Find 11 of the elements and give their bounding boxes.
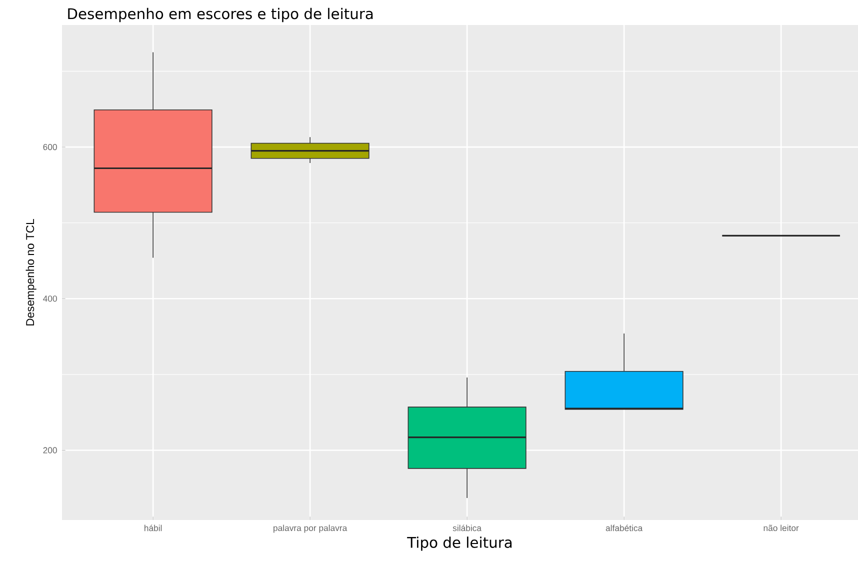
- x-tick-label: não leitor: [764, 524, 799, 532]
- chart-title: Desempenho em escores e tipo de leitura: [68, 8, 373, 22]
- y-tick-label: 400: [43, 296, 57, 302]
- x-tick-label: silábica: [452, 524, 482, 532]
- x-tick-label: alfabética: [606, 524, 643, 532]
- y-axis-title: Desempenho no TCL: [26, 219, 36, 326]
- x-axis-title: Tipo de leitura: [407, 536, 512, 551]
- y-tick-label: 600: [43, 144, 57, 150]
- y-tick-label: 200: [43, 447, 57, 454]
- x-tick-label: hábil: [144, 524, 162, 532]
- x-tick-label: palavra por palavra: [274, 524, 348, 533]
